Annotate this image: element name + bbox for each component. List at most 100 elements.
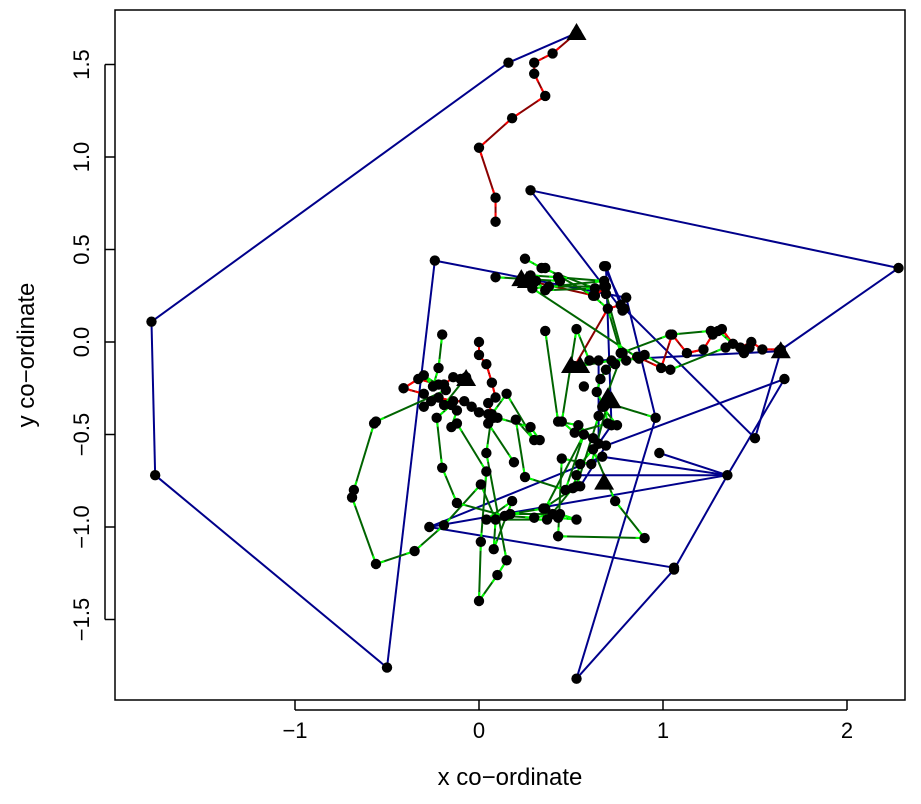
data-point — [654, 447, 665, 459]
data-point — [368, 418, 380, 429]
data-point — [506, 112, 518, 124]
series-segment-blue — [530, 189, 899, 269]
data-point — [409, 545, 420, 557]
data-point — [483, 418, 494, 429]
data-point — [587, 444, 599, 455]
data-point — [609, 495, 621, 507]
series-segment-blue — [623, 307, 756, 439]
data-point — [540, 262, 551, 274]
x-tick-label: 1 — [657, 718, 669, 743]
data-point — [668, 562, 680, 573]
data-point — [481, 359, 492, 370]
series-segment-blue — [726, 378, 786, 476]
y-tick-label: 0.0 — [69, 327, 94, 358]
data-point — [438, 399, 450, 411]
data-point — [538, 503, 549, 514]
data-point — [473, 595, 485, 607]
data-point — [650, 412, 661, 424]
series-segment-green — [478, 541, 482, 602]
data-point — [591, 386, 602, 398]
triangle-marker — [770, 341, 791, 359]
triangle-marker — [456, 369, 477, 386]
data-point — [615, 299, 626, 311]
series-segment-green — [560, 328, 578, 422]
data-point — [611, 420, 623, 431]
data-point — [571, 481, 582, 492]
data-point — [490, 272, 501, 283]
y-tick-label: 1.0 — [69, 142, 94, 173]
data-point — [540, 90, 551, 102]
y-tick-label: −1.5 — [69, 598, 94, 641]
data-point — [503, 57, 514, 68]
data-point — [602, 303, 613, 314]
data-point — [571, 323, 582, 335]
series-segment-blue — [154, 474, 388, 669]
series-segment-blue — [429, 526, 675, 569]
data-point — [448, 371, 459, 383]
data-point — [554, 275, 566, 287]
data-point — [438, 519, 450, 531]
data-point — [440, 384, 452, 396]
data-point — [490, 216, 501, 227]
data-point — [578, 429, 590, 440]
data-point — [757, 344, 768, 355]
data-point — [571, 470, 582, 481]
data-point — [418, 388, 429, 399]
data-point — [473, 407, 485, 418]
data-point — [508, 457, 520, 468]
x-tick-label: 2 — [841, 718, 853, 743]
data-point — [552, 531, 564, 542]
data-point — [490, 514, 501, 525]
data-point — [473, 142, 485, 153]
series-segment-blue — [659, 452, 728, 477]
data-point — [543, 281, 555, 292]
series-segment-blue — [575, 417, 657, 679]
data-point — [540, 325, 551, 337]
x-tick-label: 0 — [473, 718, 485, 743]
data-point — [475, 536, 487, 547]
data-point — [501, 388, 512, 399]
data-point — [534, 434, 545, 446]
series-segment-blue — [575, 568, 675, 680]
data-point — [446, 399, 457, 411]
series-segment-blue — [673, 474, 729, 571]
data-point — [597, 451, 608, 462]
y-tick-label: −0.5 — [69, 413, 94, 456]
data-point — [481, 514, 492, 525]
data-point — [519, 253, 531, 264]
data-point — [578, 381, 590, 392]
data-point — [418, 401, 429, 412]
series-segment-green — [544, 330, 560, 422]
data-point — [586, 458, 597, 470]
data-point — [779, 373, 790, 385]
data-point — [525, 185, 536, 196]
series-segment-green — [564, 434, 585, 491]
data-point — [547, 508, 558, 520]
data-point — [431, 412, 442, 424]
data-point — [593, 410, 604, 422]
data-point — [571, 673, 582, 684]
data-point — [598, 281, 610, 292]
data-point — [575, 458, 586, 470]
data-point — [429, 255, 441, 266]
series-segment-green — [352, 423, 376, 491]
data-point — [547, 48, 558, 59]
data-point — [370, 558, 382, 570]
series-segment-green — [544, 434, 585, 509]
data-point — [584, 355, 595, 366]
data-point — [459, 396, 470, 407]
data-points — [146, 23, 904, 684]
data-point — [554, 508, 566, 520]
x-axis-title: x co−ordinate — [438, 764, 583, 791]
data-point — [433, 362, 444, 374]
data-point — [698, 344, 709, 355]
series-segment-blue — [754, 350, 782, 439]
data-point — [893, 262, 904, 274]
data-point — [424, 521, 435, 533]
triangle-marker — [516, 270, 537, 288]
data-point — [427, 381, 439, 392]
series-segment-blue — [429, 474, 728, 528]
data-point — [506, 495, 518, 507]
data-point — [587, 290, 599, 301]
